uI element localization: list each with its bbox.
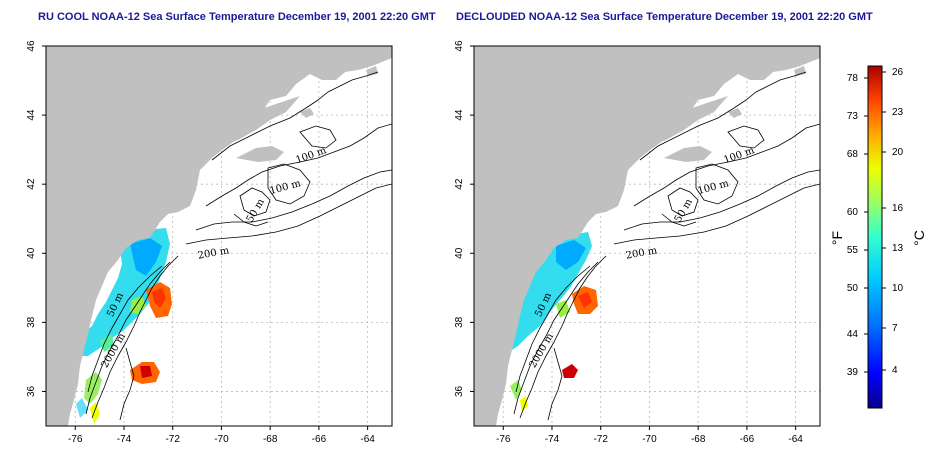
celsius-tick-label: 16 <box>892 203 904 214</box>
lat-tick-label: 44 <box>454 109 465 121</box>
lon-tick-label: -66 <box>312 434 327 445</box>
celsius-tick-label: 20 <box>892 147 904 158</box>
fahrenheit-tick-label: 73 <box>847 111 859 122</box>
lat-tick-label: 44 <box>26 109 37 121</box>
celsius-tick-label: 13 <box>892 243 904 254</box>
lon-tick-label: -72 <box>593 434 608 445</box>
celsius-tick-label: 4 <box>892 365 898 376</box>
lon-tick-label: -64 <box>788 434 803 445</box>
fahrenheit-unit-label: °F <box>829 231 845 245</box>
lon-tick-label: -68 <box>263 434 278 445</box>
celsius-tick-label: 7 <box>892 323 898 334</box>
lat-tick-label: 42 <box>26 178 37 190</box>
left-map-frame <box>45 45 393 427</box>
right-map-title: DECLOUDED NOAA-12 Sea Surface Temperatur… <box>456 11 873 23</box>
celsius-tick-label: 26 <box>892 67 904 78</box>
left-axis-ticks: -76 -74 -72 -70 -68 -66 -64 36 38 40 42 44 46 <box>26 40 375 445</box>
celsius-tick-label: 23 <box>892 107 904 118</box>
lat-tick-label: 40 <box>454 247 465 259</box>
lat-tick-label: 36 <box>454 385 465 397</box>
right-map-frame <box>473 45 821 427</box>
lon-tick-label: -68 <box>691 434 706 445</box>
lon-tick-label: -72 <box>165 434 180 445</box>
fahrenheit-tick-label: 50 <box>847 283 859 294</box>
lat-tick-label: 46 <box>26 40 37 52</box>
lat-tick-label: 42 <box>454 178 465 190</box>
fahrenheit-tick-label: 68 <box>847 149 859 160</box>
lon-tick-label: -64 <box>360 434 375 445</box>
lat-tick-label: 40 <box>26 247 37 259</box>
colorbar-gradient <box>867 65 883 409</box>
celsius-unit-label: °C <box>911 230 927 246</box>
lat-tick-label: 38 <box>454 316 465 328</box>
fahrenheit-tick-label: 60 <box>847 207 859 218</box>
lat-tick-label: 38 <box>26 316 37 328</box>
lat-tick-label: 36 <box>26 385 37 397</box>
colorbar: 78 73 68 60 55 50 44 39 26 23 20 16 13 10 7 4 °F °C <box>829 65 927 409</box>
left-map-title: RU COOL NOAA-12 Sea Surface Temperature … <box>38 11 436 23</box>
lon-tick-label: -66 <box>740 434 755 445</box>
fahrenheit-tick-label: 39 <box>847 367 859 378</box>
lat-tick-label: 46 <box>454 40 465 52</box>
lon-tick-label: -70 <box>214 434 229 445</box>
fahrenheit-tick-label: 44 <box>847 329 859 340</box>
lon-tick-label: -74 <box>545 434 560 445</box>
fahrenheit-tick-label: 78 <box>847 73 859 84</box>
lon-tick-label: -74 <box>117 434 132 445</box>
fahrenheit-tick-label: 55 <box>847 245 859 256</box>
celsius-tick-label: 10 <box>892 283 904 294</box>
lon-tick-label: -70 <box>642 434 657 445</box>
lon-tick-label: -76 <box>496 434 511 445</box>
right-axis-ticks: -76 -74 -72 -70 -68 -66 -64 36 38 40 42 44 46 <box>454 40 803 445</box>
lon-tick-label: -76 <box>68 434 83 445</box>
